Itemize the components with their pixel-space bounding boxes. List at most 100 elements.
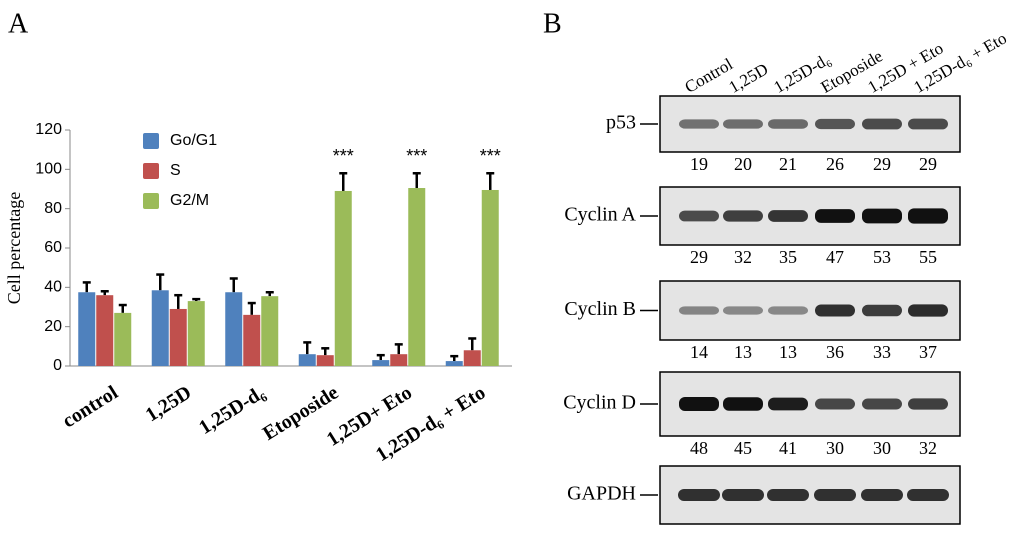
bar (334, 190, 352, 366)
bar (187, 301, 205, 366)
band (908, 304, 948, 317)
band (862, 304, 902, 317)
y-tick-label: 100 (35, 161, 62, 178)
significance: *** (480, 146, 501, 166)
bar (298, 354, 316, 366)
band (768, 210, 808, 222)
legend-label: G2/M (170, 192, 209, 209)
row-label: GAPDH (567, 483, 636, 505)
band (723, 119, 763, 129)
band (814, 489, 856, 501)
bar (151, 290, 169, 366)
band-value: 26 (826, 154, 844, 174)
band (815, 209, 855, 223)
band-value: 37 (919, 342, 937, 362)
lane-label: Control (681, 54, 736, 97)
band (723, 306, 763, 315)
y-tick-label: 120 (35, 121, 62, 138)
band (907, 489, 949, 501)
y-tick-label: 80 (44, 200, 62, 217)
band (679, 210, 719, 222)
y-tick-label: 60 (44, 239, 62, 256)
band-value: 13 (734, 342, 752, 362)
legend-swatch (143, 193, 159, 209)
bar (372, 360, 390, 366)
bar (463, 350, 481, 366)
bar (78, 292, 96, 366)
bar (481, 189, 499, 366)
band (679, 397, 719, 411)
legend-swatch (143, 163, 159, 179)
x-tick-label: control (59, 381, 123, 432)
panel-label: B (543, 8, 562, 39)
band (679, 119, 719, 129)
band-value: 48 (690, 438, 708, 458)
band (678, 489, 720, 501)
band (815, 398, 855, 410)
y-tick-label: 20 (44, 318, 62, 335)
band-value: 47 (826, 247, 844, 267)
band-value: 13 (779, 342, 797, 362)
band-value: 55 (919, 247, 937, 267)
x-tick-label: 1,25D (142, 381, 196, 426)
band (815, 304, 855, 317)
significance: *** (333, 146, 354, 166)
significance: *** (406, 146, 427, 166)
legend-label: S (170, 162, 181, 179)
band-value: 53 (873, 247, 891, 267)
band-value: 29 (919, 154, 937, 174)
bar (169, 308, 187, 366)
band (861, 489, 903, 501)
band-value: 33 (873, 342, 891, 362)
band-value: 45 (734, 438, 752, 458)
bar (408, 188, 426, 366)
band (767, 489, 809, 501)
band (862, 398, 902, 410)
band (723, 397, 763, 411)
band-value: 21 (779, 154, 797, 174)
bar (225, 292, 243, 366)
panel-label: A (8, 8, 29, 39)
band (768, 397, 808, 411)
band (722, 489, 764, 501)
band (723, 210, 763, 222)
row-label: p53 (606, 112, 636, 134)
y-tick-label: 40 (44, 279, 62, 296)
band-value: 30 (873, 438, 891, 458)
band (908, 208, 948, 224)
band (862, 208, 902, 224)
band (908, 118, 948, 130)
band (679, 306, 719, 315)
x-tick-label: 1,25D-d₆ (195, 381, 269, 438)
row-label: Cyclin A (564, 204, 636, 226)
bar (243, 314, 261, 366)
bar (316, 355, 334, 366)
band-value: 14 (690, 342, 708, 362)
band (908, 398, 948, 410)
band-value: 30 (826, 438, 844, 458)
row-label: Cyclin B (564, 298, 636, 320)
band (768, 306, 808, 315)
bar (114, 312, 132, 366)
band-value: 32 (919, 438, 937, 458)
band (768, 119, 808, 129)
band-value: 32 (734, 247, 752, 267)
bar (261, 296, 279, 366)
band-value: 29 (690, 247, 708, 267)
band (862, 118, 902, 130)
bar (390, 354, 408, 366)
band-value: 36 (826, 342, 844, 362)
bar (96, 295, 114, 366)
band-value: 35 (779, 247, 797, 267)
band-value: 29 (873, 154, 891, 174)
band-value: 20 (734, 154, 752, 174)
legend-swatch (143, 133, 159, 149)
bar (445, 361, 463, 366)
legend-label: Go/G1 (170, 132, 217, 149)
band-value: 41 (779, 438, 797, 458)
row-label: Cyclin D (563, 392, 636, 414)
band-value: 19 (690, 154, 708, 174)
band (815, 118, 855, 130)
y-axis-label: Cell percentage (4, 192, 24, 304)
